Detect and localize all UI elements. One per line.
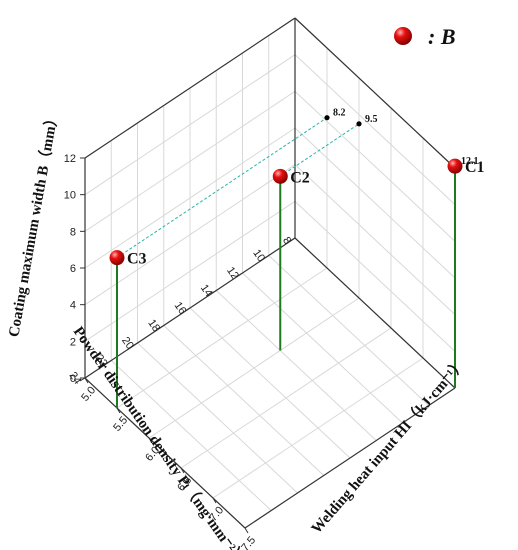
axis-layer xyxy=(84,17,456,529)
legend: : B xyxy=(394,24,456,49)
y-tick-mark xyxy=(263,255,270,259)
legend-label: : B xyxy=(428,24,456,49)
point-label-C2: C2 xyxy=(290,169,310,186)
z-tick-label: 0 xyxy=(70,373,76,385)
box-edge xyxy=(294,17,456,169)
y-tick-mark xyxy=(105,360,112,364)
point-C2 xyxy=(272,168,288,184)
right-wall-gridline xyxy=(294,127,456,279)
legend-marker xyxy=(394,27,412,45)
y-tick-mark xyxy=(210,290,217,294)
value-label-C3: 8.2 xyxy=(333,108,346,119)
floor-gridline xyxy=(215,290,377,441)
right-wall-gridline xyxy=(294,54,456,206)
axis-label-layer: Coating maximum width B（mm） Powder distr… xyxy=(4,110,469,550)
x-tick-mark xyxy=(148,437,153,444)
left-wall-gridline xyxy=(84,200,296,342)
box-edge xyxy=(244,387,456,529)
box-edge xyxy=(84,17,296,159)
floor-gridline xyxy=(242,272,403,424)
x-axis-title: Welding heat input HI（kJ·cm⁻¹） xyxy=(307,354,469,537)
floor-gridline xyxy=(163,325,325,476)
point-C3 xyxy=(109,250,125,266)
value-label-C2: 9.5 xyxy=(365,114,378,125)
x-tick-mark xyxy=(116,407,121,414)
z-axis-title: Coating maximum width B（mm） xyxy=(4,110,61,338)
x-tick-mark xyxy=(244,527,249,534)
floor-gridline xyxy=(268,255,430,406)
z-tick-label: 12 xyxy=(64,153,76,165)
floor-gridline xyxy=(110,360,272,511)
left-wall-gridline xyxy=(84,127,296,269)
x-tick-mark xyxy=(180,467,185,474)
z-tick-label: 2 xyxy=(70,336,76,348)
tick-layer: 024681012810121416182022245.05.56.06.57.… xyxy=(64,153,296,550)
left-wall-gridline xyxy=(84,90,296,232)
z-tick-label: 6 xyxy=(70,263,76,275)
z-tick-label: 10 xyxy=(64,190,76,202)
y-tick-label: 10 xyxy=(250,247,267,264)
y-tick-label: 24 xyxy=(67,370,84,387)
y-tick-mark xyxy=(132,342,138,347)
x-tick-label: 7.5 xyxy=(239,534,258,550)
grid-layer xyxy=(84,17,456,529)
right-wall-gridline xyxy=(294,164,456,316)
right-wall-gridline xyxy=(294,90,456,242)
point-label-C1: C1 xyxy=(465,159,485,176)
floor-gridline xyxy=(137,342,298,494)
y-tick-mark xyxy=(79,377,86,382)
floor-gridline xyxy=(189,307,351,459)
mark-layer: 12.1C1 9.5 C2 8.2 C3 xyxy=(109,108,485,408)
y-tick-label: 22 xyxy=(93,352,110,369)
z-tick-label: 4 xyxy=(70,300,76,312)
left-wall-gridline xyxy=(84,164,296,306)
y-tick-mark xyxy=(184,307,191,312)
projection-line-C3 xyxy=(116,117,328,259)
left-wall-gridline xyxy=(84,54,296,196)
projection-dot-C3 xyxy=(324,115,330,121)
z-tick-label: 8 xyxy=(70,226,76,238)
point-label-C3: C3 xyxy=(127,251,147,268)
x-tick-mark xyxy=(212,497,217,504)
y-tick-label: 18 xyxy=(145,317,162,334)
point-C1 xyxy=(447,158,463,174)
y-tick-label: 20 xyxy=(119,335,136,352)
y-tick-label: 12 xyxy=(224,265,241,282)
box-edge xyxy=(84,377,246,529)
value-label-C1: 12.1 xyxy=(461,156,479,167)
projection-line-C2 xyxy=(279,123,360,177)
y-tick-mark xyxy=(158,325,165,329)
y-tick-label: 16 xyxy=(172,300,189,317)
right-wall-gridline xyxy=(294,200,456,352)
x-tick-mark xyxy=(84,377,89,384)
projection-dot-C2 xyxy=(356,121,362,127)
box-edge xyxy=(294,237,456,389)
y-tick-mark xyxy=(289,237,296,242)
y-tick-mark xyxy=(237,272,243,277)
y-tick-label: 8 xyxy=(280,235,293,247)
y-tick-label: 14 xyxy=(198,282,215,299)
